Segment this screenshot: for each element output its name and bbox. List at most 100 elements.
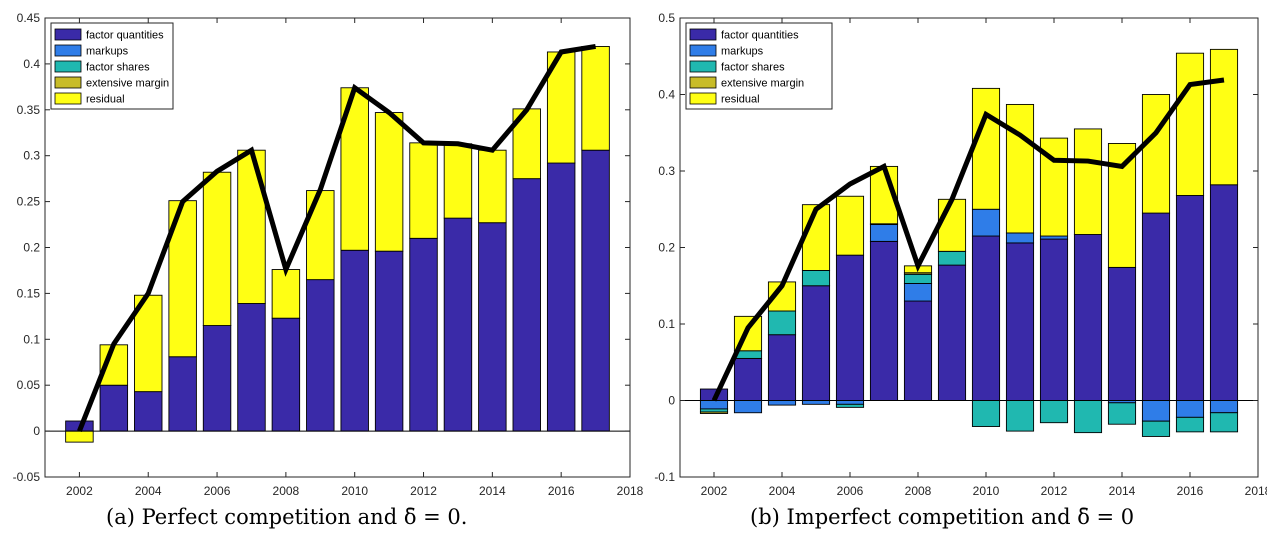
legend-label-markups: markups xyxy=(721,46,764,58)
legend-label-factor-quantities: factor quantities xyxy=(86,30,164,42)
bar-markups-2017 xyxy=(1209,400,1239,414)
chart-panel-a: -0.05 0 0.05 0.1 0.15 0.2 0.25 0.3 0.35 0.4 0.45 20… xyxy=(13,11,644,498)
bar-markups-2011 xyxy=(1005,232,1035,244)
bar-extensive-margin-2002 xyxy=(699,411,729,414)
bar-factor-quantities-2014 xyxy=(1107,266,1137,401)
y-tick-label: 0.2 xyxy=(23,241,40,255)
y-tick-label: 0.1 xyxy=(658,317,675,331)
bar-residual-2007 xyxy=(237,149,266,304)
bar-factor-quantities-2005 xyxy=(801,285,831,401)
x-tick-label: 2006 xyxy=(837,484,864,498)
bar-residual-2010 xyxy=(971,87,1001,210)
bar-factor-quantities-2008 xyxy=(903,300,933,401)
bar-factor-shares-2002 xyxy=(699,408,729,413)
legend-swatch-markups xyxy=(689,44,717,57)
bar-factor-shares-2005 xyxy=(801,270,831,287)
bar-factor-quantities-2008 xyxy=(271,317,301,432)
bar-residual-2017 xyxy=(581,46,610,151)
chart-panel-b: -0.1 0 0.1 0.2 0.3 0.4 0.5 2002 2004 2006 2008 2010… xyxy=(654,11,1267,498)
y-tick-label: 0.4 xyxy=(658,88,675,102)
y-tick-label: 0.45 xyxy=(17,11,41,25)
y-tick-label: 0.3 xyxy=(658,164,675,178)
x-tick-label: 2010 xyxy=(341,484,368,498)
bar-factor-quantities-2005 xyxy=(168,356,197,432)
bar-factor-quantities-2003 xyxy=(733,357,763,401)
bar-factor-quantities-2017 xyxy=(581,149,610,432)
bar-markups-2012 xyxy=(1039,235,1069,240)
x-tick-label: 2014 xyxy=(1109,484,1136,498)
bar-residual-2011 xyxy=(1005,103,1035,234)
bar-factor-shares-2013 xyxy=(1073,400,1103,434)
y-tick-label: 0 xyxy=(668,394,675,408)
bar-factor-quantities-2012 xyxy=(1039,238,1069,401)
y-tick-label: 0.05 xyxy=(17,378,41,392)
bar-factor-quantities-2016 xyxy=(546,162,576,432)
total-line xyxy=(77,43,596,433)
legend-label-markups: markups xyxy=(86,46,129,58)
bar-factor-quantities-2006 xyxy=(202,325,232,432)
y-tick-label: 0.4 xyxy=(23,57,40,71)
bar-markups-2002 xyxy=(699,400,729,410)
legend-swatch-factor-shares xyxy=(689,60,717,73)
bar-factor-quantities-2017 xyxy=(1209,184,1239,401)
bar-factor-quantities-2012 xyxy=(409,237,438,432)
legend: factor quantities markups factor shares ext… xyxy=(685,22,833,110)
bar-residual-2008 xyxy=(271,269,301,319)
bar-factor-quantities-2011 xyxy=(1005,242,1035,401)
bar-factor-shares-2006 xyxy=(835,403,865,408)
bar-factor-shares-2017 xyxy=(1209,412,1239,433)
bar-factor-quantities-2004 xyxy=(767,334,797,401)
x-tick-label: 2014 xyxy=(479,484,506,498)
x-tick-label: 2012 xyxy=(410,484,437,498)
bar-factor-quantities-2010 xyxy=(340,249,369,432)
bar-markups-2008 xyxy=(903,283,933,302)
bar-markups-2003 xyxy=(733,400,763,414)
bar-markups-2004 xyxy=(767,400,797,406)
y-tick-label: 0.2 xyxy=(658,241,675,255)
x-tick-label: 2006 xyxy=(204,484,231,498)
bar-factor-quantities-2015 xyxy=(512,178,541,432)
bar-markups-2007 xyxy=(869,224,899,242)
legend-swatch-factor-shares xyxy=(54,60,82,73)
bar-factor-quantities-2016 xyxy=(1175,195,1205,401)
bar-residual-2014 xyxy=(1107,143,1137,268)
x-tick-label: 2008 xyxy=(273,484,300,498)
bar-residual-2009 xyxy=(937,198,967,252)
bar-factor-shares-2004 xyxy=(767,310,797,336)
x-tick-label: 2018 xyxy=(1245,484,1267,498)
bar-markups-2015 xyxy=(1141,400,1171,422)
y-tick-label: 0.5 xyxy=(658,11,675,25)
bar-residual-2011 xyxy=(374,112,404,252)
x-tick-label: 2012 xyxy=(1041,484,1068,498)
legend-swatch-extensive-margin xyxy=(54,76,82,89)
bar-residual-2006 xyxy=(835,195,865,256)
bar-factor-quantities-2007 xyxy=(869,240,899,401)
bar-factor-shares-2010 xyxy=(971,400,1001,427)
x-tick-label: 2018 xyxy=(617,484,644,498)
legend-label-factor-shares: factor shares xyxy=(86,62,150,74)
x-tick-label: 2010 xyxy=(973,484,1000,498)
bar-residual-2015 xyxy=(1141,94,1171,214)
bar-factor-quantities-2011 xyxy=(374,250,404,432)
y-tick-label: 0 xyxy=(33,424,40,438)
legend-swatch-factor-quantities xyxy=(54,28,82,41)
x-tick-label: 2008 xyxy=(905,484,932,498)
legend-label-extensive-margin: extensive margin xyxy=(721,78,804,90)
legend-swatch-markups xyxy=(54,44,82,57)
x-tick-label: 2004 xyxy=(135,484,162,498)
x-tick-label: 2016 xyxy=(548,484,575,498)
bar-factor-quantities-2009 xyxy=(937,264,967,401)
bar-factor-shares-2015 xyxy=(1141,420,1171,437)
bar-factor-quantities-2003 xyxy=(99,384,129,432)
y-tick-label: 0.25 xyxy=(17,195,41,209)
bar-factor-quantities-2009 xyxy=(306,279,335,432)
bar-markups-2006 xyxy=(835,400,865,405)
legend-label-factor-shares: factor shares xyxy=(721,62,785,74)
legend-label-factor-quantities: factor quantities xyxy=(721,30,799,42)
y-tick-label: 0.3 xyxy=(23,149,40,163)
bar-factor-shares-2011 xyxy=(1005,400,1035,432)
bar-factor-shares-2008 xyxy=(903,273,933,284)
bar-factor-quantities-2010 xyxy=(971,235,1001,401)
figure-panels: -0.05 0 0.05 0.1 0.15 0.2 0.25 0.3 0.35 0.4 0.45 20… xyxy=(13,11,1267,498)
bar-factor-quantities-2004 xyxy=(134,391,163,432)
